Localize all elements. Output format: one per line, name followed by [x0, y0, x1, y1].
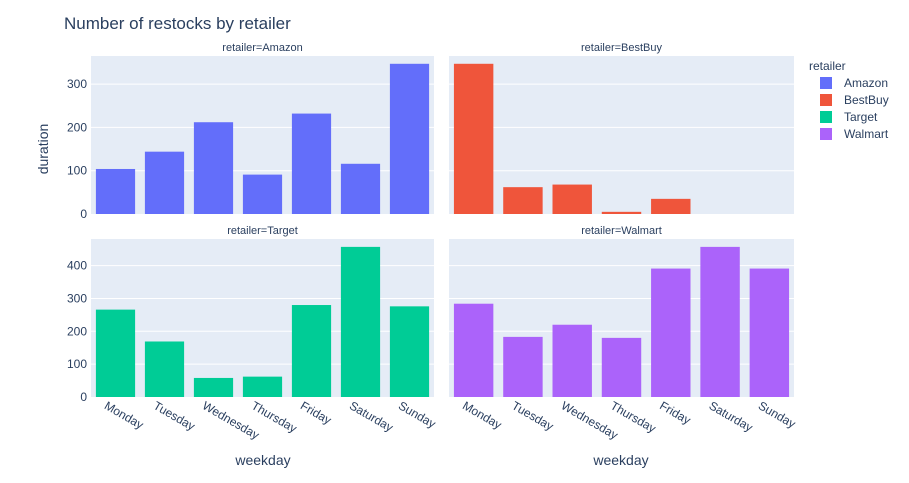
x-axis-title-left: weekday	[234, 452, 290, 468]
legend-label-target[interactable]: Target	[844, 110, 878, 124]
x-tick-label: Monday	[460, 398, 504, 431]
plot-background	[91, 239, 434, 397]
y-tick-label: 0	[80, 207, 87, 221]
x-tick-label: Saturday	[707, 398, 756, 434]
bar-target-tuesday[interactable]	[144, 341, 185, 397]
bar-target-friday[interactable]	[291, 305, 332, 397]
legend-swatch-target[interactable]	[820, 111, 832, 123]
bar-walmart-tuesday[interactable]	[503, 336, 543, 397]
bar-target-sunday[interactable]	[389, 306, 430, 397]
plot-background	[449, 56, 794, 214]
bar-walmart-thursday[interactable]	[601, 337, 642, 397]
bar-bestbuy-tuesday[interactable]	[503, 187, 543, 214]
facet-title: retailer=Amazon	[222, 42, 302, 54]
legend: retailer Amazon BestBuy Target Walmart	[809, 59, 889, 141]
legend-swatch-amazon[interactable]	[820, 77, 832, 89]
bar-target-thursday[interactable]	[242, 376, 283, 397]
bar-target-wednesday[interactable]	[193, 377, 234, 397]
legend-title: retailer	[809, 59, 846, 73]
bar-target-saturday[interactable]	[340, 246, 381, 397]
bar-walmart-sunday[interactable]	[749, 268, 790, 397]
bar-amazon-tuesday[interactable]	[144, 151, 185, 214]
bar-amazon-thursday[interactable]	[242, 174, 283, 214]
legend-label-walmart[interactable]: Walmart	[844, 127, 889, 141]
facet-amazon: 0 100 200 300 retailer=Amazon	[67, 42, 434, 221]
y-tick-label: 400	[67, 259, 87, 273]
legend-swatch-walmart[interactable]	[820, 128, 832, 140]
facet-target: 0 100 200 300 400 retailer=Target Monday Tuesda…	[67, 225, 438, 442]
bar-amazon-monday[interactable]	[95, 168, 136, 214]
facet-panels: 0 100 200 300 retailer=Amazon retailer=BestBu…	[67, 42, 798, 442]
facet-title: retailer=Target	[227, 225, 298, 237]
x-tick-label: Sunday	[396, 398, 438, 430]
bar-amazon-friday[interactable]	[291, 113, 332, 214]
y-tick-label: 100	[67, 164, 87, 178]
bar-walmart-saturday[interactable]	[700, 246, 740, 397]
bar-bestbuy-wednesday[interactable]	[552, 184, 592, 214]
legend-swatch-bestbuy[interactable]	[820, 94, 832, 106]
x-tick-label: Friday	[657, 398, 693, 427]
facet-title: retailer=Walmart	[581, 225, 662, 237]
facet-bestbuy: retailer=BestBuy	[449, 42, 794, 215]
x-tick-label: Sunday	[756, 398, 798, 430]
y-tick-label: 300	[67, 77, 87, 91]
facet-title: retailer=BestBuy	[581, 42, 663, 54]
y-tick-label: 200	[67, 120, 87, 134]
bar-amazon-saturday[interactable]	[340, 163, 381, 214]
bar-amazon-wednesday[interactable]	[193, 122, 234, 214]
x-tick-label: Saturday	[347, 398, 396, 434]
y-tick-label: 300	[67, 291, 87, 305]
y-tick-label: 0	[80, 390, 87, 404]
x-axis-title-right: weekday	[592, 452, 648, 468]
bar-bestbuy-monday[interactable]	[453, 63, 494, 215]
y-axis-title: duration	[35, 124, 51, 175]
bar-bestbuy-thursday[interactable]	[601, 211, 642, 214]
x-tick-label: Monday	[102, 398, 146, 431]
bar-amazon-sunday[interactable]	[389, 63, 430, 215]
legend-label-bestbuy[interactable]: BestBuy	[844, 93, 889, 107]
y-tick-label: 200	[67, 324, 87, 338]
bar-walmart-friday[interactable]	[651, 268, 691, 397]
x-tick-label: Friday	[298, 398, 334, 427]
chart-title: Number of restocks by retailer	[64, 14, 291, 33]
x-tick-label: Tuesday	[151, 398, 197, 433]
legend-label-amazon[interactable]: Amazon	[844, 76, 888, 90]
bar-bestbuy-friday[interactable]	[651, 198, 691, 214]
y-tick-label: 100	[67, 357, 87, 371]
x-tick-label: Tuesday	[509, 398, 555, 433]
bar-walmart-monday[interactable]	[453, 303, 494, 397]
bar-walmart-wednesday[interactable]	[552, 324, 592, 397]
bar-target-monday[interactable]	[95, 309, 136, 397]
